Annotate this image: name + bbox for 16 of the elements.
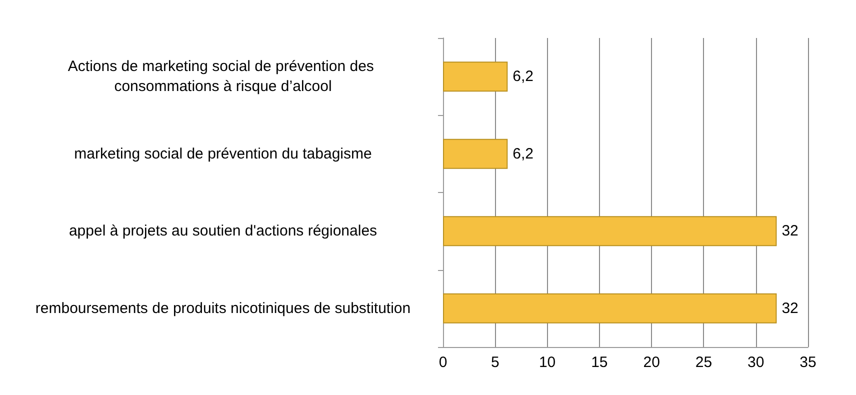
y-tick-label: Actions de marketing social de prévention des consommations à risque d’alcool bbox=[68, 58, 378, 96]
y-tick-label: appel à projets au soutien d'actions régionales bbox=[68, 222, 378, 240]
y-tick-label: marketing social de prévention du tabagisme bbox=[74, 145, 372, 162]
x-tick-label: 30 bbox=[748, 354, 764, 371]
data-label: 32 bbox=[782, 222, 798, 240]
data-label: 6,2 bbox=[512, 68, 534, 86]
x-tick-label: 35 bbox=[800, 354, 816, 371]
x-tick-label: 15 bbox=[591, 354, 608, 371]
data-label: 6,2 bbox=[512, 145, 534, 162]
x-tick-label: 5 bbox=[490, 354, 500, 371]
data-label: 32 bbox=[782, 300, 798, 317]
x-tick-label: 20 bbox=[643, 354, 660, 371]
x-tick-label: 0 bbox=[438, 354, 448, 371]
y-tick-label: remboursements de produits nicotiniques de substitution bbox=[35, 300, 411, 317]
x-tick-label: 25 bbox=[695, 354, 712, 371]
x-tick-label: 10 bbox=[538, 354, 556, 371]
